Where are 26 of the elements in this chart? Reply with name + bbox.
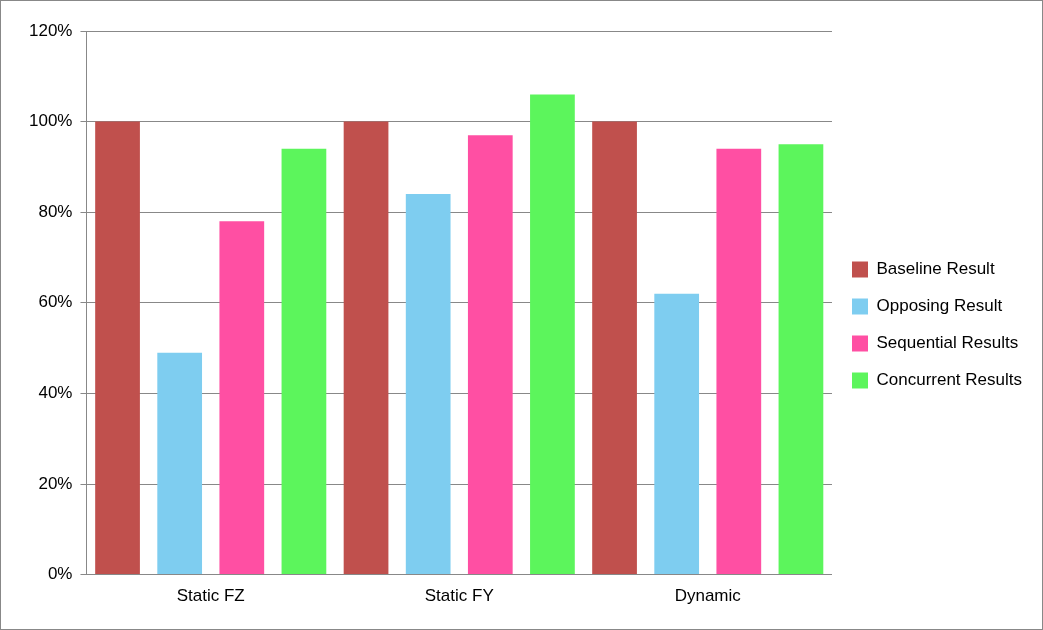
bar (778, 144, 824, 575)
y-tick-label: 120% (29, 20, 73, 40)
bar (95, 121, 140, 575)
legend-label: Sequential Results (876, 333, 1019, 353)
bar (343, 121, 389, 575)
bar (530, 94, 575, 575)
legend-label: Opposing Result (876, 296, 1003, 316)
bar (716, 148, 762, 575)
y-tick-label: 80% (38, 201, 73, 221)
y-tick-label: 20% (38, 473, 73, 493)
legend-label: Concurrent Results (876, 370, 1023, 390)
bar (654, 293, 700, 575)
y-tick-label: 100% (29, 111, 73, 131)
y-tick-label: 60% (38, 292, 73, 312)
legend-label: Baseline Result (876, 259, 995, 279)
y-tick-label: 0% (47, 564, 73, 584)
bar (405, 194, 451, 575)
x-tick-label: Static FY (424, 586, 494, 606)
x-tick-label: Static FZ (176, 586, 245, 606)
bar (592, 121, 637, 575)
x-tick-label: Dynamic (674, 586, 742, 606)
bar (157, 352, 203, 575)
bar (467, 135, 513, 575)
y-tick-label: 40% (38, 383, 73, 403)
bar (219, 221, 265, 575)
bar (281, 148, 327, 575)
